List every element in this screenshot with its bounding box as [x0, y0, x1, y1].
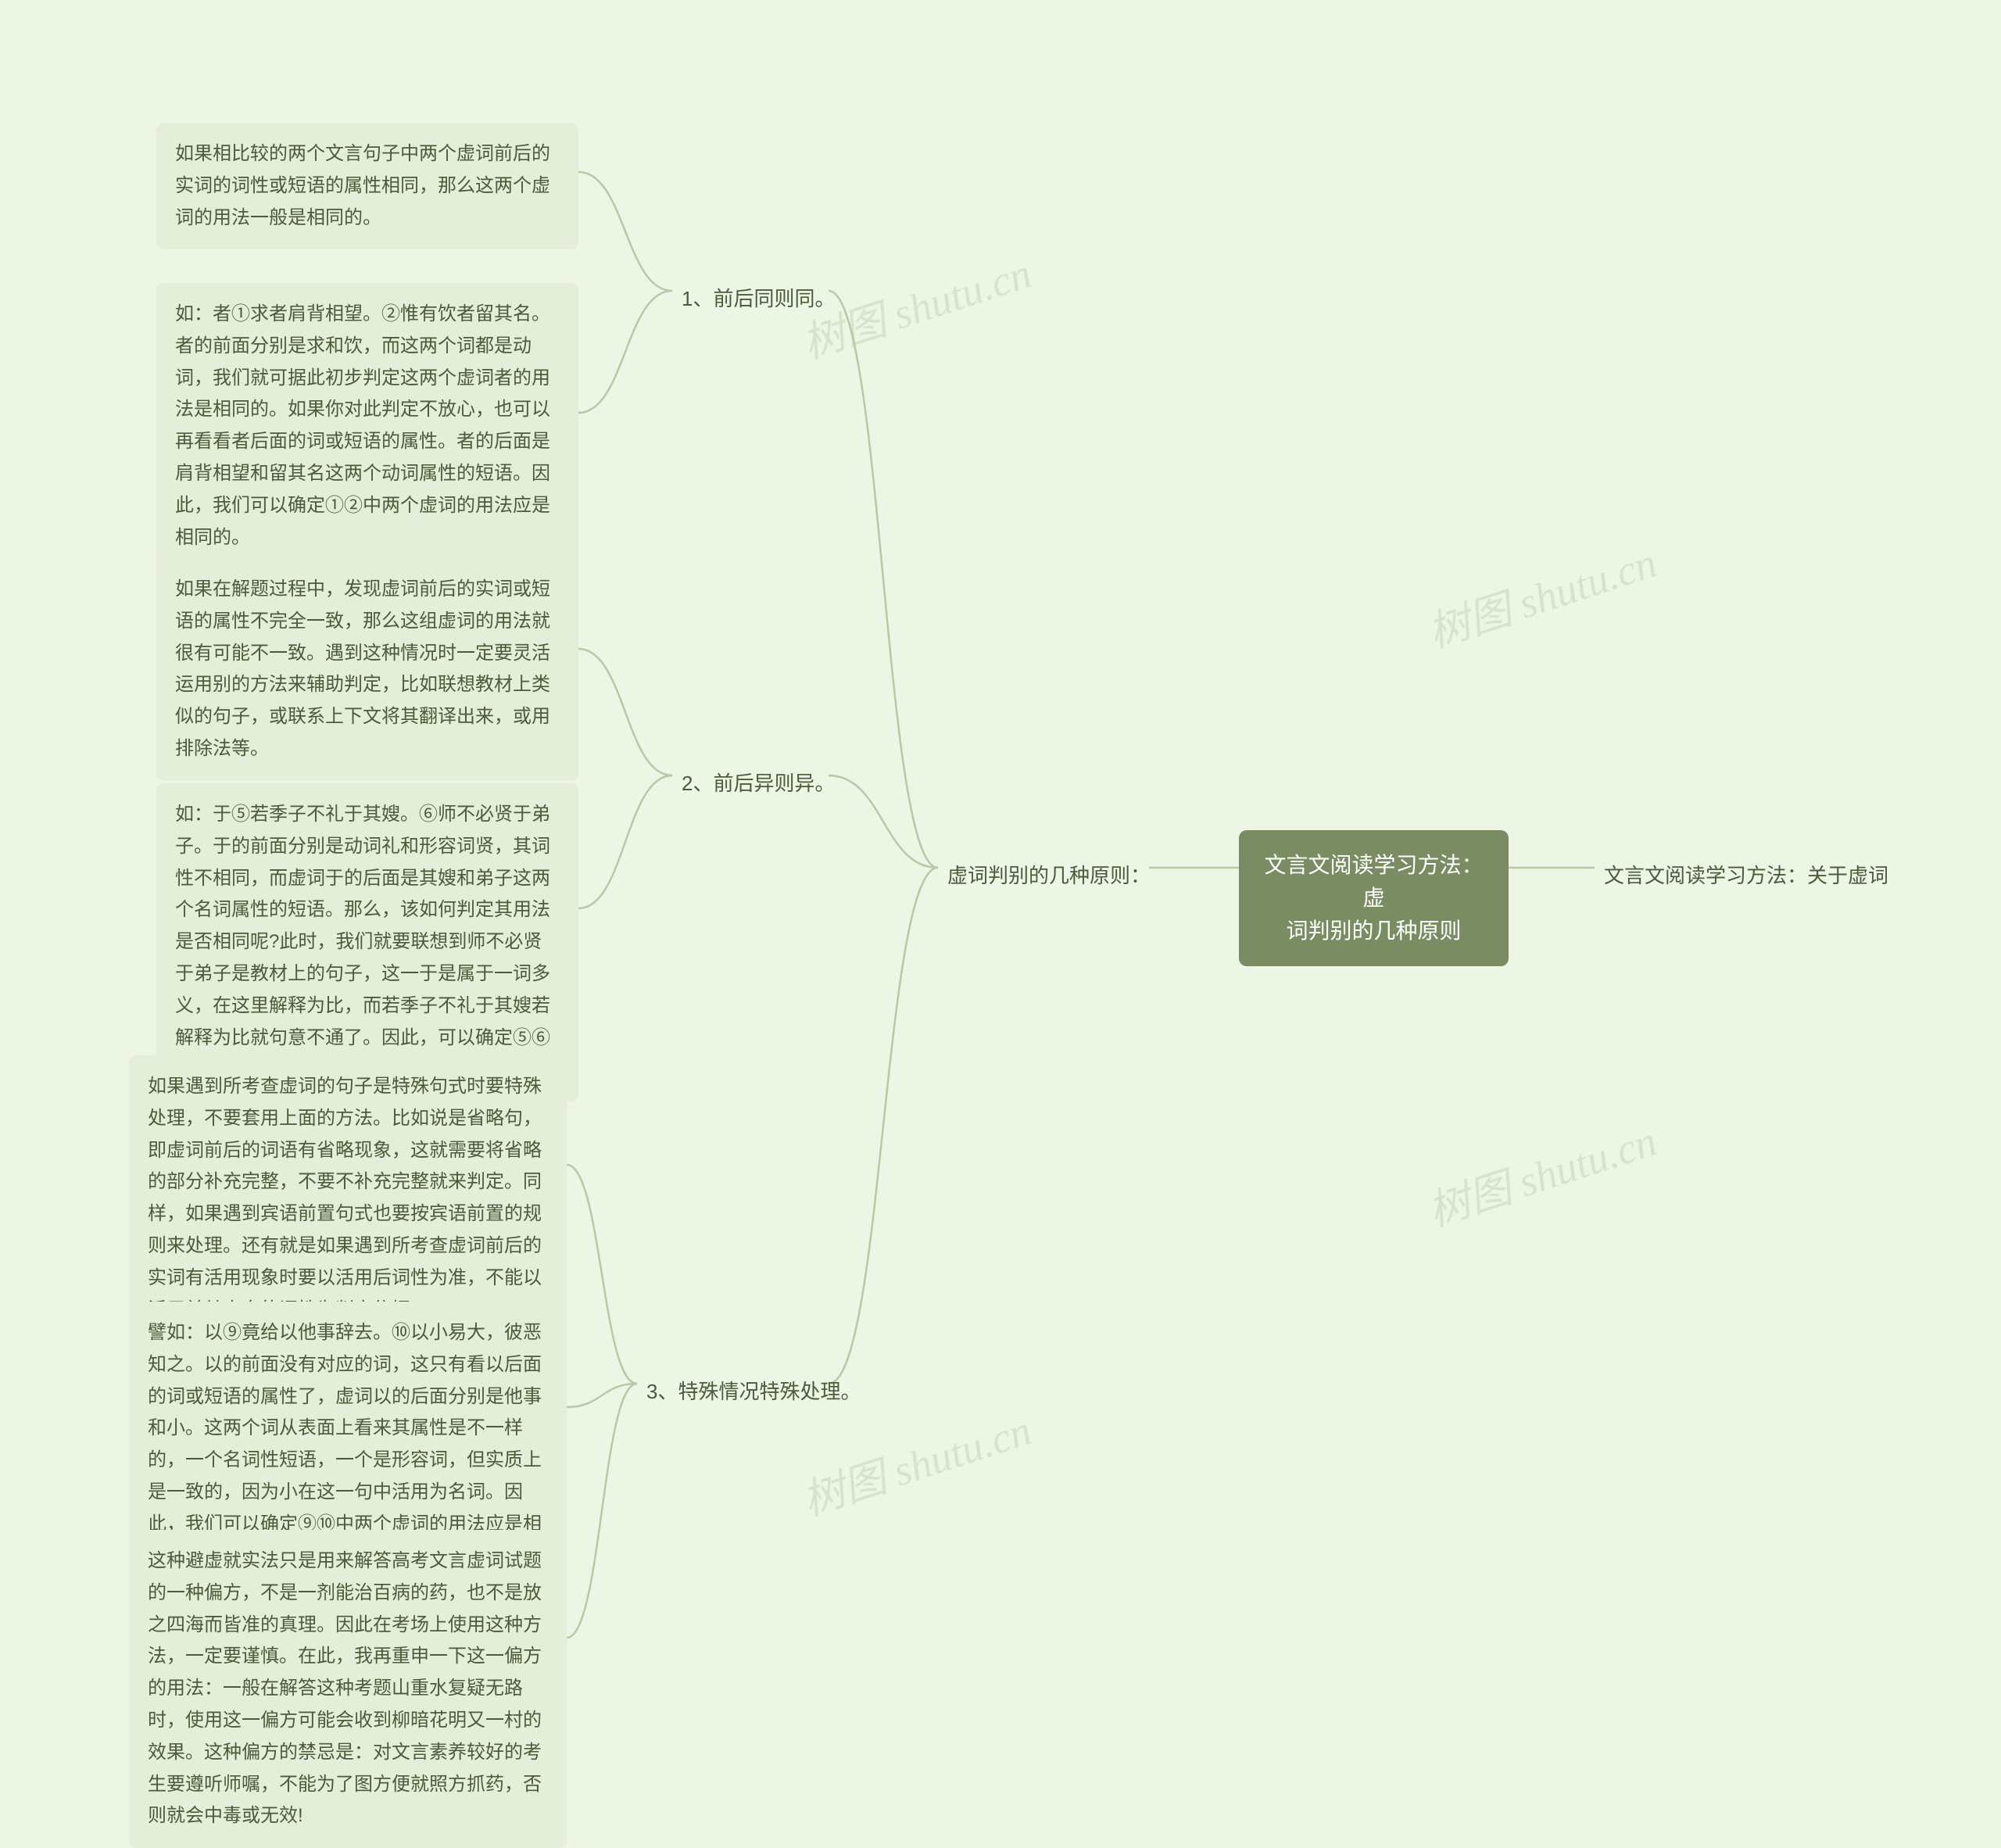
- principle3-title[interactable]: 3、特殊情况特殊处理。: [637, 1370, 870, 1415]
- principle3-leaf-a[interactable]: 如果遇到所考查虚词的句子是特殊句式时要特殊处理，不要套用上面的方法。比如说是省略…: [129, 1055, 567, 1341]
- watermark: 树图 shutu.cn: [793, 1395, 1038, 1527]
- watermark: 树图 shutu.cn: [1419, 528, 1663, 660]
- root-node[interactable]: 文言文阅读学习方法：虚 词判别的几种原则: [1239, 830, 1509, 966]
- mindmap-canvas: 树图 shutu.cn 树图 shutu.cn 树图 shutu.cn 树图 s…: [0, 0, 2001, 1838]
- principle1-leaf-b[interactable]: 如：者①求者肩背相望。②惟有饮者留其名。者的前面分别是求和饮，而这两个词都是动词…: [156, 283, 578, 569]
- right-branch[interactable]: 文言文阅读学习方法：关于虚词: [1595, 854, 1898, 899]
- watermark: 树图 shutu.cn: [1419, 1106, 1663, 1238]
- principle2-leaf-b[interactable]: 如：于⑤若季子不礼于其嫂。⑥师不必贤于弟子。于的前面分别是动词礼和形容词贤，其词…: [156, 783, 578, 1101]
- principle2-title[interactable]: 2、前后异则异。: [672, 761, 844, 807]
- principle2-leaf-a[interactable]: 如果在解题过程中，发现虚词前后的实词或短语的属性不完全一致，那么这组虚词的用法就…: [156, 558, 578, 781]
- principle1-title[interactable]: 1、前后同则同。: [672, 277, 844, 322]
- root-line1: 文言文阅读学习方法：虚: [1261, 849, 1487, 915]
- principle1-leaf-a[interactable]: 如果相比较的两个文言句子中两个虚词前后的实词的词性或短语的属性相同，那么这两个虚…: [156, 123, 578, 249]
- left-branch[interactable]: 虚词判别的几种原则：: [938, 854, 1160, 899]
- root-line2: 词判别的几种原则: [1261, 915, 1487, 947]
- principle3-leaf-c[interactable]: 这种避虚就实法只是用来解答高考文言虚词试题的一种偏方，不是一剂能治百病的药，也不…: [129, 1530, 567, 1848]
